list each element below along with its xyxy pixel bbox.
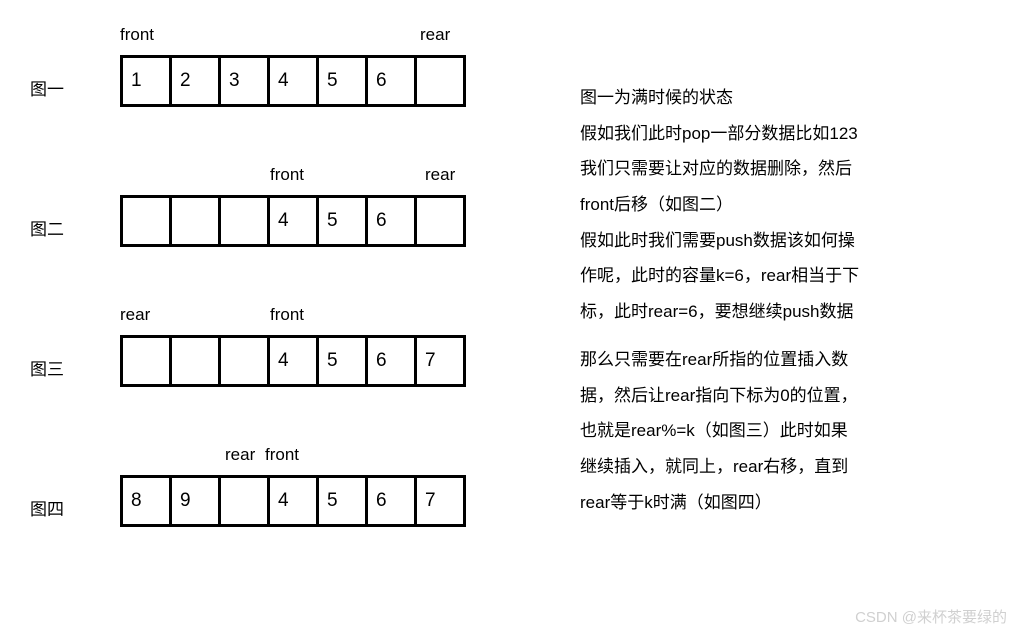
queue-cell: 5 (316, 335, 368, 387)
pointer-label-front: front (120, 25, 154, 45)
description-column: 图一为满时候的状态假如我们此时pop一部分数据比如123我们只需要让对应的数据删… (580, 20, 997, 580)
description-line: 继续插入，就同上，rear右移，直到 (580, 449, 997, 485)
watermark-text: CSDN @来杯茶要绿的 (855, 606, 1007, 627)
description-line: 标，此时rear=6，要想继续push数据 (580, 294, 997, 330)
pointer-labels: front rear (120, 25, 540, 49)
queue-row: 894567 (120, 475, 466, 527)
queue-cell: 6 (365, 475, 417, 527)
description-line: 那么只需要在rear所指的位置插入数 (580, 342, 997, 378)
queue-cell (120, 335, 172, 387)
pointer-label-rear: rear (120, 305, 150, 325)
queue-cell: 5 (316, 55, 368, 107)
diagram-container: 图一frontrear123456图二frontrear456图三rearfro… (30, 20, 997, 580)
pointer-labels: rear front (120, 445, 540, 469)
queue-row: 4567 (120, 335, 466, 387)
queue-cell: 7 (414, 475, 466, 527)
description-line: 也就是rear%=k（如图三）此时如果 (580, 413, 997, 449)
queue-cell (414, 55, 466, 107)
figure-label: 图四 (30, 495, 64, 520)
figure-block: 图一 front rear 123456 (30, 20, 550, 130)
pointer-label-front: front (270, 305, 304, 325)
description-line: front后移（如图二） (580, 187, 997, 223)
queue-cell: 5 (316, 195, 368, 247)
queue-cell: 6 (365, 55, 417, 107)
description-line: 假如此时我们需要push数据该如何操 (580, 223, 997, 259)
description-line: 图一为满时候的状态 (580, 80, 997, 116)
pointer-labels: front rear (120, 165, 540, 189)
queue-cell (218, 195, 270, 247)
queue-cell: 9 (169, 475, 221, 527)
figure-label: 图三 (30, 355, 64, 380)
description-line: 作呢，此时的容量k=6，rear相当于下 (580, 258, 997, 294)
figures-column: 图一frontrear123456图二frontrear456图三rearfro… (30, 20, 550, 580)
queue-cell: 5 (316, 475, 368, 527)
queue-cell: 8 (120, 475, 172, 527)
pointer-label-front: front (270, 165, 304, 185)
queue-cell (218, 335, 270, 387)
pointer-label-rear: rear (225, 445, 255, 465)
queue-cell: 7 (414, 335, 466, 387)
queue-cell: 4 (267, 195, 319, 247)
queue-cell (120, 195, 172, 247)
description-line: 假如我们此时pop一部分数据比如123 (580, 116, 997, 152)
queue-cell: 4 (267, 335, 319, 387)
queue-cell: 3 (218, 55, 270, 107)
pointer-label-front: front (265, 445, 299, 465)
description-line: 我们只需要让对应的数据删除，然后 (580, 151, 997, 187)
description-line (580, 330, 997, 342)
queue-cell (218, 475, 270, 527)
queue-row: 123456 (120, 55, 466, 107)
figure-block: 图二 front rear 456 (30, 160, 550, 270)
queue-cell: 4 (267, 475, 319, 527)
queue-cell: 6 (365, 195, 417, 247)
pointer-label-rear: rear (425, 165, 455, 185)
description-line: rear等于k时满（如图四） (580, 485, 997, 521)
queue-cell: 1 (120, 55, 172, 107)
description-line: 据，然后让rear指向下标为0的位置， (580, 378, 997, 414)
figure-block: 图三 rear front 4567 (30, 300, 550, 410)
queue-cell (169, 335, 221, 387)
pointer-labels: rear front (120, 305, 540, 329)
queue-cell: 2 (169, 55, 221, 107)
queue-cell: 6 (365, 335, 417, 387)
queue-cell (414, 195, 466, 247)
queue-cell: 4 (267, 55, 319, 107)
pointer-label-rear: rear (420, 25, 450, 45)
figure-label: 图二 (30, 215, 64, 240)
figure-label: 图一 (30, 75, 64, 100)
queue-cell (169, 195, 221, 247)
figure-block: 图四 rear front 894567 (30, 440, 550, 550)
queue-row: 456 (120, 195, 466, 247)
